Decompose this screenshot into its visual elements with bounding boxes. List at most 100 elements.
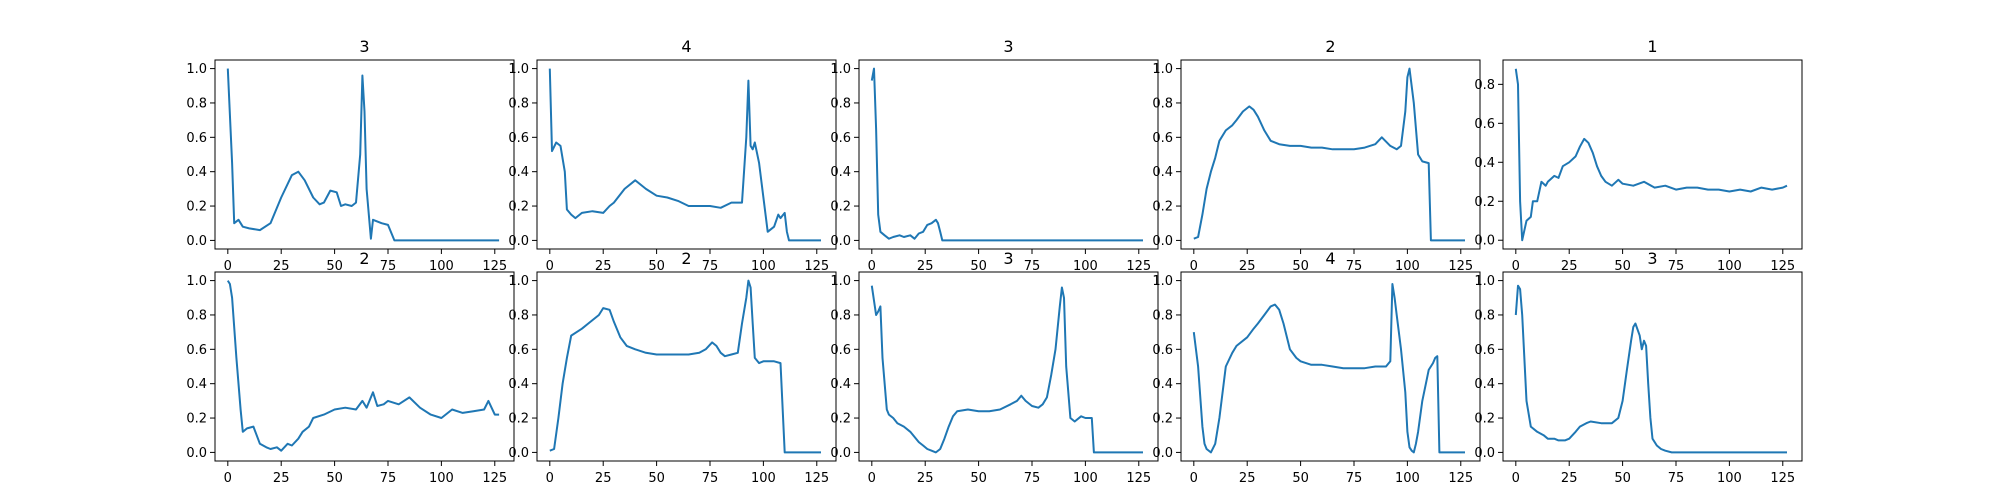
x-tick-label: 75 — [1346, 471, 1363, 486]
y-tick-label: 0.4 — [830, 165, 851, 180]
x-tick-label: 0 — [868, 259, 876, 274]
x-tick-label: 50 — [970, 471, 987, 486]
x-tick-label: 50 — [648, 259, 665, 274]
y-tick-label: 0.2 — [1474, 412, 1495, 427]
x-tick-label: 0 — [868, 471, 876, 486]
plot-frame — [214, 271, 515, 462]
x-tick-label: 75 — [1346, 259, 1363, 274]
x-tick-label: 25 — [595, 471, 612, 486]
x-tick-label: 50 — [1292, 259, 1309, 274]
series-line — [870, 285, 1143, 454]
x-tick-label: 125 — [1448, 259, 1473, 274]
y-tick-label: 0.2 — [830, 412, 851, 427]
x-tick-label: 75 — [380, 259, 397, 274]
y-tick-label: 0.4 — [830, 377, 851, 392]
plot-frame — [1180, 271, 1481, 462]
subplot-title: 3 — [1647, 249, 1657, 268]
subplot-title: 2 — [1325, 37, 1335, 56]
x-tick-label: 125 — [1126, 259, 1151, 274]
y-tick-label: 0.6 — [1152, 343, 1173, 358]
x-tick-label: 0 — [1190, 259, 1198, 274]
x-tick-label: 25 — [273, 259, 290, 274]
series-line — [548, 68, 821, 242]
x-tick-label: 50 — [1614, 471, 1631, 486]
plot-frame — [1502, 59, 1803, 250]
y-tick-label: 0.2 — [186, 412, 207, 427]
subplot-4: 0 25 50 75 100 125 0.0 0.2 0.4 0.6 0.8 1.0 2 — [1152, 37, 1481, 274]
plot-frame — [214, 59, 515, 250]
x-tick-label: 0 — [546, 471, 554, 486]
y-tick-label: 1.0 — [830, 62, 851, 77]
series-line — [1514, 68, 1788, 242]
y-tick-label: 0.0 — [186, 446, 207, 461]
subplot-2: 0 25 50 75 100 125 0.0 0.2 0.4 0.6 0.8 1.0 4 — [508, 37, 837, 274]
series-line — [870, 67, 1143, 242]
x-tick-label: 50 — [326, 259, 343, 274]
subplot-title: 1 — [1647, 37, 1657, 56]
x-tick-label: 25 — [1239, 259, 1256, 274]
series-line — [1514, 284, 1787, 454]
x-tick-label: 0 — [546, 259, 554, 274]
x-tick-label: 100 — [1717, 471, 1742, 486]
y-tick-label: 0.2 — [830, 200, 851, 215]
y-tick-label: 0.6 — [830, 131, 851, 146]
series-line — [1193, 67, 1465, 242]
x-tick-label: 75 — [1024, 471, 1041, 486]
x-tick-label: 25 — [1561, 471, 1578, 486]
y-tick-label: 1.0 — [186, 274, 207, 289]
subplot-7: 0 25 50 75 100 125 0.0 0.2 0.4 0.6 0.8 1.0 2 — [508, 249, 837, 486]
y-tick-label: 1.0 — [1474, 274, 1495, 289]
x-tick-label: 125 — [1126, 471, 1151, 486]
x-tick-label: 50 — [1614, 259, 1631, 274]
x-tick-label: 125 — [1770, 471, 1795, 486]
x-tick-label: 50 — [1292, 471, 1309, 486]
x-tick-label: 100 — [429, 259, 454, 274]
x-tick-label: 125 — [1448, 471, 1473, 486]
y-tick-label: 0.6 — [830, 343, 851, 358]
y-tick-label: 0.8 — [830, 96, 851, 111]
x-tick-label: 100 — [751, 259, 776, 274]
x-tick-label: 100 — [1395, 471, 1420, 486]
plot-frame — [1180, 59, 1481, 250]
y-tick-label: 1.0 — [1152, 62, 1173, 77]
x-tick-label: 50 — [648, 471, 665, 486]
x-tick-label: 50 — [326, 471, 343, 486]
subplot-title: 3 — [359, 37, 369, 56]
y-tick-label: 0.6 — [508, 131, 529, 146]
x-tick-label: 25 — [595, 259, 612, 274]
x-tick-label: 0 — [224, 471, 232, 486]
y-tick-label: 0.4 — [1474, 377, 1495, 392]
y-tick-label: 0.8 — [1474, 78, 1495, 93]
subplot-title: 2 — [681, 249, 691, 268]
subplot-title: 3 — [1003, 37, 1013, 56]
y-tick-label: 0.4 — [186, 377, 207, 392]
x-tick-label: 100 — [1073, 259, 1098, 274]
x-tick-label: 75 — [1024, 259, 1041, 274]
x-tick-label: 25 — [273, 471, 290, 486]
y-tick-label: 0.0 — [508, 234, 529, 249]
y-tick-label: 0.0 — [1152, 234, 1173, 249]
y-tick-label: 0.4 — [508, 377, 529, 392]
y-tick-label: 0.4 — [508, 165, 529, 180]
subplot-5: 0 25 50 75 100 125 0.0 0.2 0.4 0.6 0.8 1 — [1474, 37, 1803, 274]
subplot-title: 4 — [1325, 249, 1335, 268]
x-tick-label: 25 — [917, 259, 934, 274]
x-tick-label: 125 — [804, 471, 829, 486]
y-tick-label: 0.2 — [1152, 412, 1173, 427]
y-tick-label: 0.2 — [186, 200, 207, 215]
plot-frame — [1502, 271, 1803, 462]
subplot-6: 0 25 50 75 100 125 0.0 0.2 0.4 0.6 0.8 1.0 2 — [186, 249, 515, 486]
x-tick-label: 0 — [1190, 471, 1198, 486]
y-tick-label: 0.4 — [1152, 377, 1173, 392]
x-tick-label: 75 — [702, 471, 719, 486]
y-tick-label: 0.0 — [1474, 234, 1495, 249]
subplot-8: 0 25 50 75 100 125 0.0 0.2 0.4 0.6 0.8 1.0 3 — [830, 249, 1159, 486]
x-tick-label: 125 — [482, 471, 507, 486]
plot-frame — [536, 59, 837, 250]
y-tick-label: 0.6 — [1474, 117, 1495, 132]
subplot-title: 4 — [681, 37, 691, 56]
y-tick-label: 0.2 — [508, 412, 529, 427]
x-tick-label: 0 — [1512, 471, 1520, 486]
x-tick-label: 100 — [429, 471, 454, 486]
